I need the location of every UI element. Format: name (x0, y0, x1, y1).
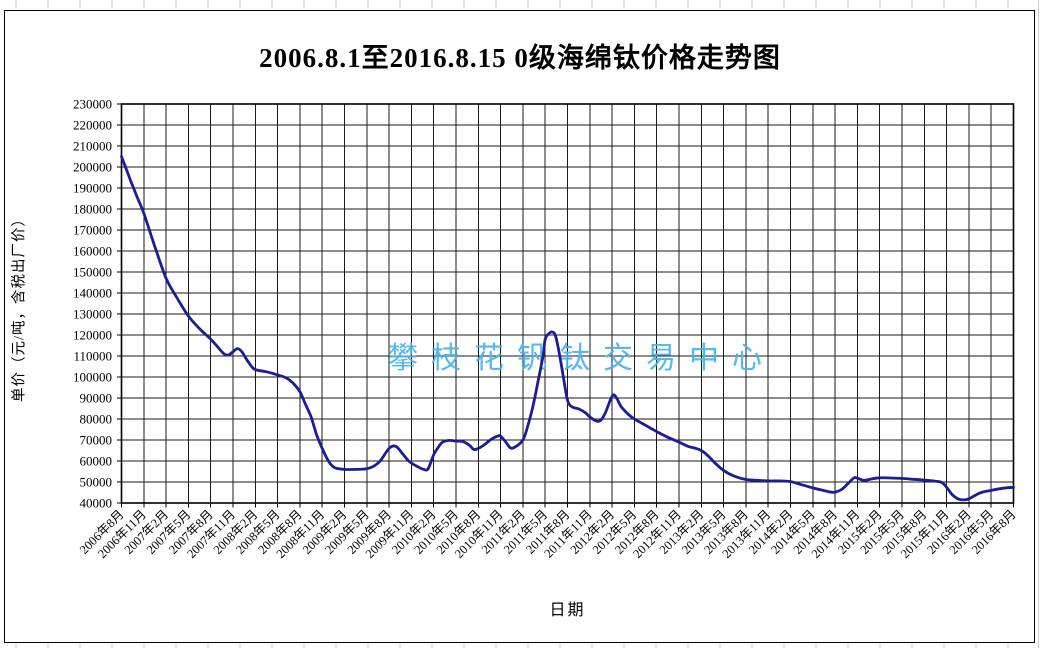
y-tick-label: 40000 (80, 496, 113, 511)
y-tick-label: 210000 (73, 139, 112, 154)
y-tick-label: 170000 (73, 223, 112, 238)
y-tick-label: 90000 (80, 391, 113, 406)
y-tick-label: 120000 (73, 328, 112, 343)
y-tick-label: 220000 (73, 118, 112, 133)
y-tick-label: 150000 (73, 265, 112, 280)
y-axis-tick-labels: 230000 220000 210000 200000 190000 180000 1700… (73, 97, 112, 511)
y-tick-label: 60000 (80, 454, 113, 469)
y-tick-label: 80000 (80, 412, 113, 427)
y-tick-label: 130000 (73, 307, 112, 322)
y-tick-label: 70000 (80, 433, 113, 448)
chart-title: 2006.8.1至2016.8.15 0级海绵钛价格走势图 (259, 43, 781, 73)
y-tick-label: 110000 (73, 349, 112, 364)
y-tick-label: 50000 (80, 475, 113, 490)
x-axis-tick-labels: 2006年8月2006年11月2007年2月2007年5月2007年8月2007… (77, 507, 1019, 561)
y-tick-label: 100000 (73, 370, 112, 385)
y-tick-label: 140000 (73, 286, 112, 301)
watermark-text: 攀枝花钒钛交易中心 (388, 342, 775, 375)
grid-lines (121, 103, 1014, 504)
y-tick-label: 190000 (73, 181, 112, 196)
y-tick-label: 160000 (73, 244, 112, 259)
y-axis-title: 单价（元/吨，含税出厂价） (11, 210, 28, 403)
y-tick-label: 180000 (73, 202, 112, 217)
y-tick-label: 230000 (73, 97, 112, 112)
x-axis-title: 日期 (549, 602, 586, 619)
y-tick-label: 200000 (73, 160, 112, 175)
axis-ticks (117, 103, 1014, 508)
spreadsheet-edge-marks (15, 0, 1039, 648)
